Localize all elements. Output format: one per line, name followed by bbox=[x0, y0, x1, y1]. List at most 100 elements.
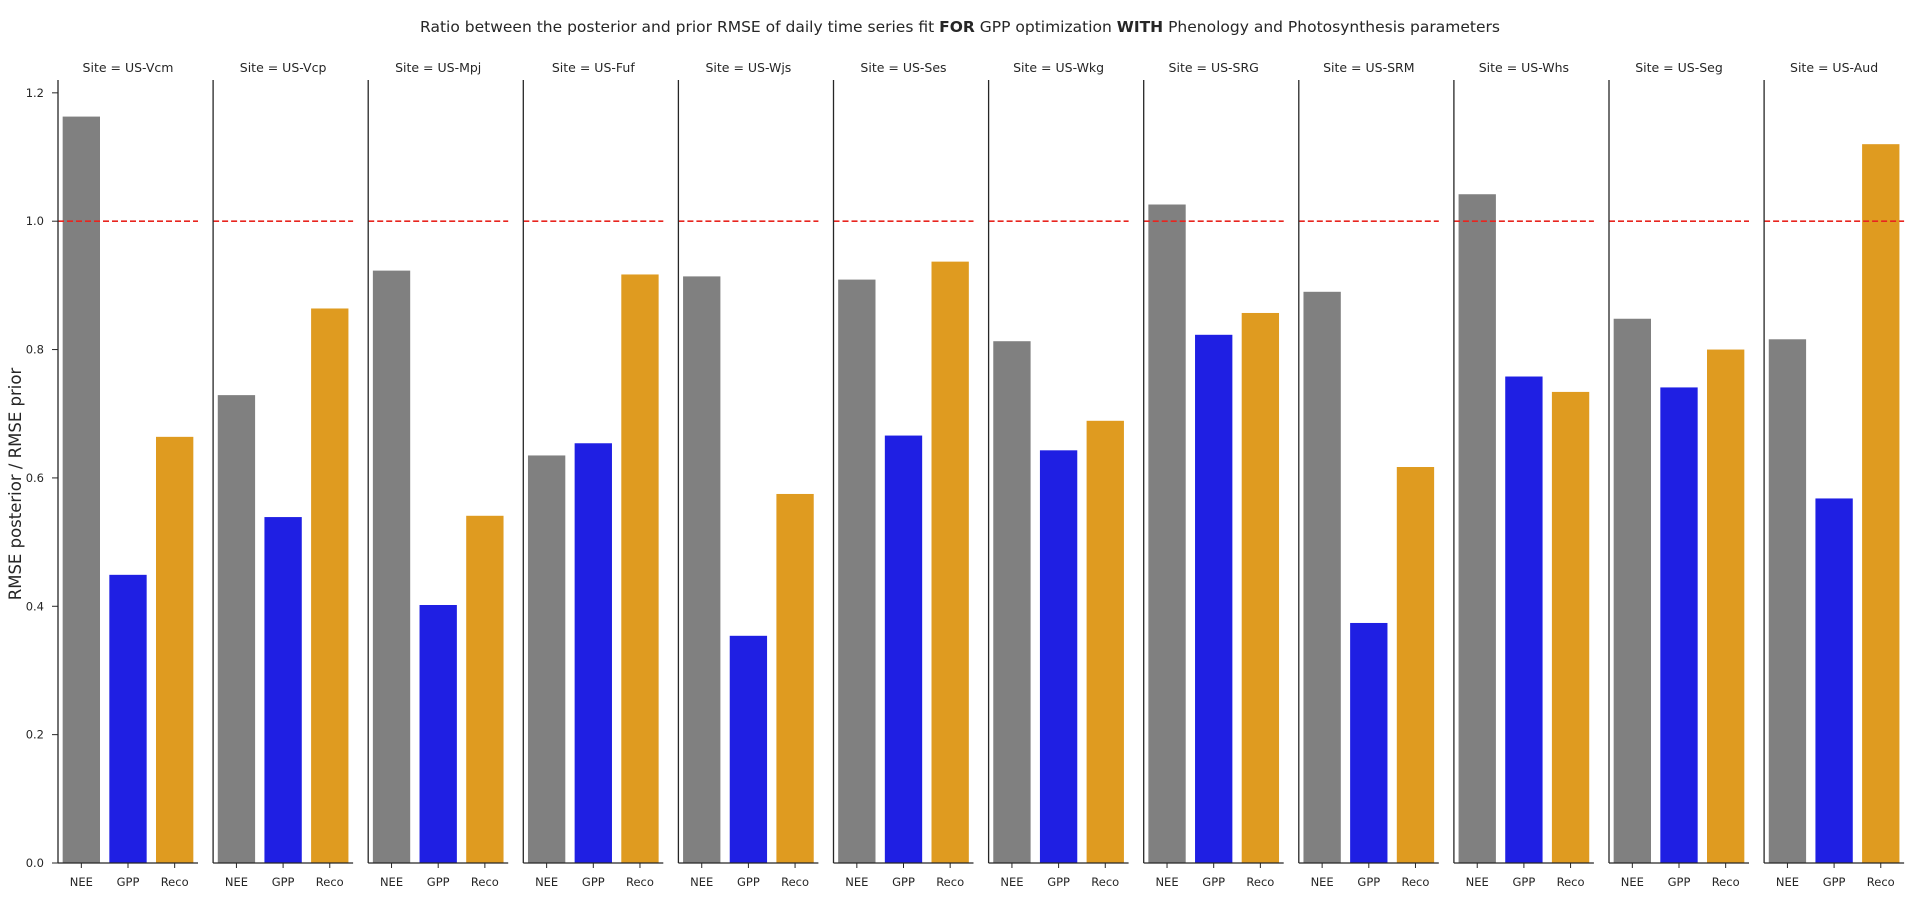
x-tick-label: Reco bbox=[1402, 875, 1430, 889]
facet-title: Site = US-Whs bbox=[1479, 60, 1569, 75]
bar-gpp bbox=[884, 435, 923, 863]
x-tick-label: Reco bbox=[781, 875, 809, 889]
x-tick-label: Reco bbox=[936, 875, 964, 889]
x-tick-label: GPP bbox=[427, 875, 450, 889]
x-tick-label: NEE bbox=[380, 875, 403, 889]
x-tick-label: NEE bbox=[1466, 875, 1489, 889]
facet-panel: Site = US-Ses NEE GPP Reco bbox=[832, 60, 974, 889]
chart-title-part: GPP optimization bbox=[975, 18, 1117, 36]
facet-title: Site = US-Mpj bbox=[395, 60, 481, 75]
x-tick-label: NEE bbox=[1155, 875, 1178, 889]
facet-title: Site = US-Vcm bbox=[83, 60, 174, 75]
x-tick-label: Reco bbox=[316, 875, 344, 889]
x-tick-label: Reco bbox=[1557, 875, 1585, 889]
x-tick-label: GPP bbox=[1823, 875, 1846, 889]
bar-gpp bbox=[729, 635, 768, 863]
facet-panel: Site = US-Whs NEE GPP Reco bbox=[1453, 60, 1594, 889]
x-tick-label: GPP bbox=[117, 875, 140, 889]
x-tick-label: GPP bbox=[892, 875, 915, 889]
bar-gpp bbox=[1505, 376, 1543, 863]
facet-panel: Site = US-Wkg NEE GPP Reco bbox=[987, 60, 1129, 889]
bar-reco bbox=[311, 308, 349, 864]
facet-title: Site = US-Aud bbox=[1790, 60, 1878, 75]
bar-gpp bbox=[1195, 334, 1233, 863]
bar-nee bbox=[1303, 291, 1341, 864]
x-tick-label: NEE bbox=[1311, 875, 1334, 889]
bar-gpp bbox=[1350, 622, 1388, 863]
x-tick-label: Reco bbox=[1246, 875, 1274, 889]
x-tick-label: NEE bbox=[70, 875, 93, 889]
y-tick-label: 0.0 bbox=[26, 856, 44, 870]
y-tick-label: 0.2 bbox=[26, 728, 44, 742]
chart-title: Ratio between the posterior and prior RM… bbox=[420, 18, 1500, 36]
bar-gpp bbox=[109, 574, 147, 863]
x-tick-label: Reco bbox=[1712, 875, 1740, 889]
bar-reco bbox=[931, 261, 969, 863]
x-tick-label: GPP bbox=[582, 875, 605, 889]
x-tick-label: NEE bbox=[845, 875, 868, 889]
x-tick-label: NEE bbox=[535, 875, 558, 889]
bar-reco bbox=[776, 493, 814, 863]
x-tick-label: NEE bbox=[1000, 875, 1023, 889]
facet-title: Site = US-SRM bbox=[1323, 60, 1414, 75]
bar-nee bbox=[1148, 204, 1186, 864]
chart-title-part: WITH bbox=[1117, 18, 1163, 36]
chart-title-part: FOR bbox=[939, 18, 975, 36]
x-tick-label: NEE bbox=[1621, 875, 1644, 889]
bar-reco bbox=[1551, 391, 1590, 863]
x-tick-label: GPP bbox=[1668, 875, 1691, 889]
bar-reco bbox=[1707, 349, 1745, 863]
facet-title: Site = US-Vcp bbox=[240, 60, 327, 75]
bar-nee bbox=[217, 395, 256, 863]
facet-title: Site = US-Wkg bbox=[1013, 60, 1104, 75]
facet-panel: Site = US-Vcp NEE GPP Reco bbox=[212, 60, 354, 889]
bar-nee bbox=[1458, 194, 1496, 864]
facet-panel: Site = US-Vcm NEE GPP Reco bbox=[57, 60, 198, 889]
bar-nee bbox=[62, 116, 100, 864]
bar-reco bbox=[156, 436, 194, 863]
x-tick-label: Reco bbox=[471, 875, 499, 889]
bar-nee bbox=[683, 276, 721, 863]
bar-nee bbox=[993, 341, 1031, 863]
x-tick-label: GPP bbox=[1202, 875, 1225, 889]
bar-nee bbox=[372, 270, 411, 863]
bar-gpp bbox=[574, 443, 612, 863]
x-tick-label: NEE bbox=[690, 875, 713, 889]
y-tick-label: 1.0 bbox=[26, 214, 44, 228]
x-tick-label: Reco bbox=[1867, 875, 1895, 889]
x-tick-label: GPP bbox=[1513, 875, 1536, 889]
bar-gpp bbox=[419, 604, 457, 863]
bar-gpp bbox=[1660, 387, 1698, 863]
facet-panel: Site = US-Seg NEE GPP Reco bbox=[1608, 60, 1749, 889]
x-tick-label: GPP bbox=[1357, 875, 1380, 889]
bar-reco bbox=[1241, 312, 1280, 863]
bar-nee bbox=[1613, 318, 1651, 863]
y-tick-label: 1.2 bbox=[26, 86, 44, 100]
y-tick-label: 0.6 bbox=[26, 471, 44, 485]
facet-title: Site = US-SRG bbox=[1169, 60, 1259, 75]
bar-nee bbox=[527, 455, 566, 863]
x-tick-label: Reco bbox=[161, 875, 189, 889]
x-tick-label: GPP bbox=[272, 875, 295, 889]
bar-gpp bbox=[1815, 498, 1853, 863]
y-tick-label: 0.4 bbox=[26, 599, 44, 613]
x-tick-label: Reco bbox=[1091, 875, 1119, 889]
facet-panel: Site = US-Mpj NEE GPP Reco bbox=[367, 60, 509, 889]
bar-reco bbox=[1862, 144, 1900, 864]
facet-title: Site = US-Seg bbox=[1635, 60, 1723, 75]
y-tick-label: 0.8 bbox=[26, 343, 44, 357]
chart-title-part: Ratio between the posterior and prior RM… bbox=[420, 18, 939, 36]
bar-reco bbox=[466, 515, 504, 863]
y-axis-label: RMSE posterior / RMSE prior bbox=[6, 368, 25, 601]
facet-panel: Site = US-SRM NEE GPP Reco bbox=[1298, 60, 1439, 889]
bar-nee bbox=[838, 279, 876, 863]
chart-title-part: Phenology and Photosynthesis parameters bbox=[1163, 18, 1500, 36]
bar-reco bbox=[1086, 420, 1124, 863]
bar-reco bbox=[621, 274, 659, 863]
facet-panel: Site = US-Aud NEE GPP Reco bbox=[1763, 60, 1905, 889]
facet-panel: Site = US-SRG NEE GPP Reco bbox=[1143, 60, 1284, 889]
facet-title: Site = US-Wjs bbox=[705, 60, 791, 75]
facet-title: Site = US-Ses bbox=[860, 60, 946, 75]
